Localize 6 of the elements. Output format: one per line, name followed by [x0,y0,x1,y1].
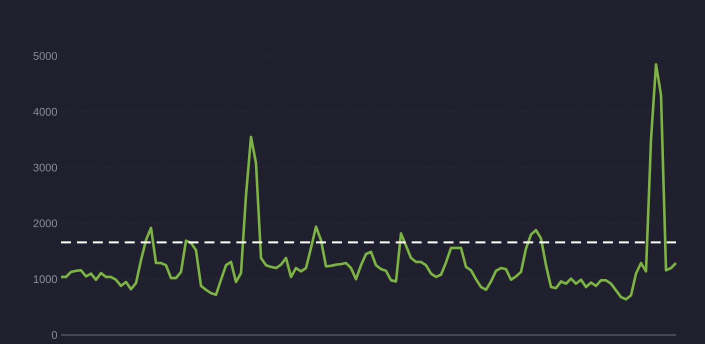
y-tick-label: 5000 [33,52,58,60]
y-tick-label: 2000 [34,220,58,228]
y-tick-label: 3000 [33,164,58,172]
y-tick-label: 4000 [33,108,58,116]
y-tick-label: 1000 [34,275,58,284]
y-tick-label: 0 [52,331,58,339]
